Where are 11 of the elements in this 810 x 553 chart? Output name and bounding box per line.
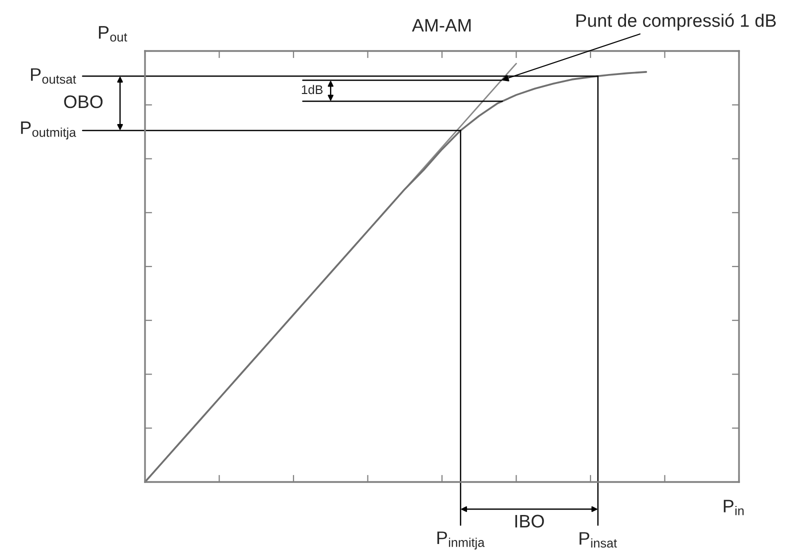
text: Punt de compressió 1 dB bbox=[576, 13, 776, 31]
ref-line-label: P$_{outmitja}$ bbox=[21, 121, 76, 140]
chart-title: AM-AM bbox=[412, 19, 471, 32]
text: IBO bbox=[515, 514, 544, 528]
ref-line-label: P$_{outsat}$ bbox=[31, 68, 76, 84]
y-axis-title: P$_{out}$ bbox=[98, 26, 128, 42]
annotation: 1dB bbox=[302, 84, 323, 94]
text: P$_{insat}$ bbox=[580, 532, 617, 548]
x-axis-title: P$_{in}$ bbox=[724, 500, 744, 516]
text: P$_{inmitja}$ bbox=[437, 532, 485, 550]
text: OBO bbox=[64, 95, 103, 108]
